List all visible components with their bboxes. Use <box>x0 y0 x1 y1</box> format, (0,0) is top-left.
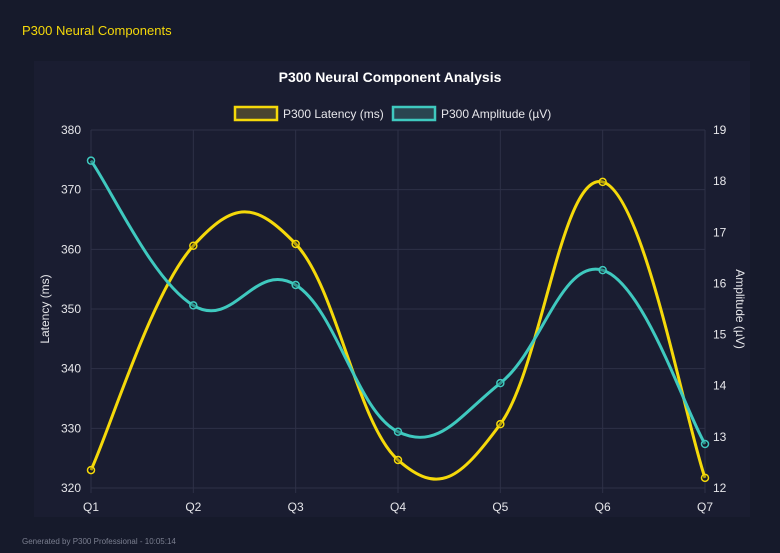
y-right-tick-label: 17 <box>713 225 727 239</box>
y-left-tick-label: 350 <box>61 302 81 316</box>
data-point <box>291 239 300 249</box>
y-right-tick-label: 18 <box>713 174 727 188</box>
x-tick-label: Q1 <box>83 500 99 514</box>
legend-label: P300 Amplitude (µV) <box>441 107 551 121</box>
y-right-tick-label: 16 <box>713 276 727 290</box>
y-right-tick-label: 14 <box>713 379 727 393</box>
data-point <box>189 241 198 251</box>
y-left-tick-label: 340 <box>61 362 81 376</box>
data-point <box>189 301 198 310</box>
y-right-axis-label: Amplitude (µV) <box>733 269 747 349</box>
data-point <box>393 427 403 436</box>
y-left-tick-label: 360 <box>61 242 81 256</box>
data-point <box>598 177 607 187</box>
y-left-tick-label: 380 <box>61 123 81 137</box>
x-tick-label: Q6 <box>595 500 611 514</box>
footer-text: Generated by P300 Professional - 10:05:1… <box>22 537 176 546</box>
data-point <box>86 156 96 165</box>
y-right-tick-label: 15 <box>713 328 727 342</box>
y-left-tick-label: 370 <box>61 183 81 197</box>
y-right-tick-label: 12 <box>713 481 727 495</box>
data-point <box>86 465 96 475</box>
data-point <box>700 439 710 449</box>
data-point <box>700 473 710 483</box>
x-tick-label: Q4 <box>390 500 406 514</box>
x-tick-label: Q3 <box>288 500 304 514</box>
x-tick-label: Q7 <box>697 500 713 514</box>
y-left-tick-label: 320 <box>61 481 81 495</box>
x-tick-label: Q5 <box>492 500 508 514</box>
data-point <box>496 378 505 388</box>
series-line <box>89 180 707 481</box>
page-title: P300 Neural Components <box>22 23 172 38</box>
data-point <box>291 280 300 290</box>
legend-swatch <box>391 105 437 122</box>
data-point <box>598 265 607 275</box>
y-right-tick-label: 19 <box>713 123 727 137</box>
legend-label: P300 Latency (ms) <box>283 107 384 121</box>
y-right-tick-label: 13 <box>713 430 727 444</box>
y-left-axis-label: Latency (ms) <box>38 274 52 343</box>
x-tick-label: Q2 <box>185 500 201 514</box>
data-point <box>393 455 403 465</box>
chart-panel <box>34 61 750 517</box>
y-left-tick-label: 330 <box>61 421 81 435</box>
legend-swatch <box>233 105 279 122</box>
chart-title: P300 Neural Component Analysis <box>279 69 502 85</box>
data-point <box>496 419 505 429</box>
series-line <box>89 159 707 445</box>
